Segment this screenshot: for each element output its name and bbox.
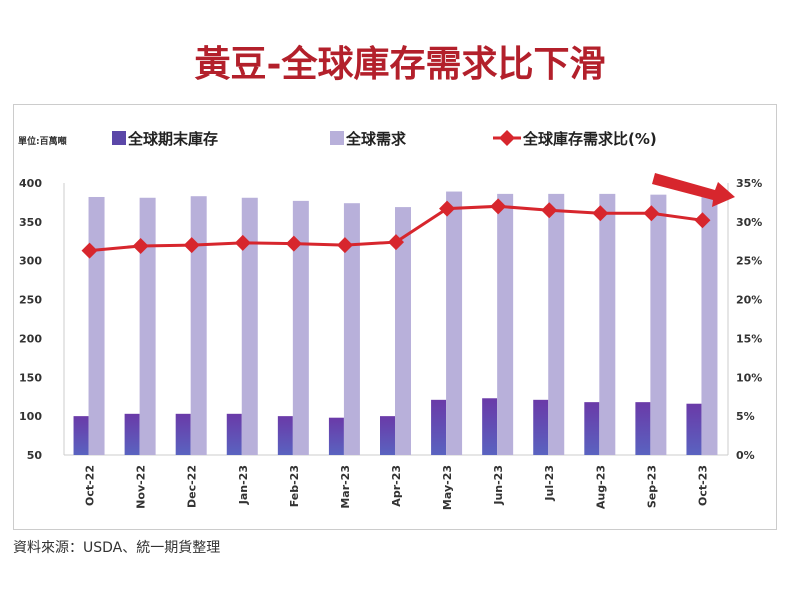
demand-bar xyxy=(701,196,718,455)
ratio-point xyxy=(234,234,251,251)
demand-bar xyxy=(343,203,360,455)
x-tick-label: Mar-23 xyxy=(339,465,352,509)
left-tick-label: 100 xyxy=(19,410,42,423)
x-tick-label: Apr-23 xyxy=(390,465,403,507)
x-tick-label: Jul-23 xyxy=(543,465,556,502)
stock-bar xyxy=(73,416,89,455)
demand-bar xyxy=(497,193,514,455)
chart-frame xyxy=(13,104,777,530)
source-note: 資料來源：USDA、統一期貨整理 xyxy=(13,540,221,556)
right-tick-label: 25% xyxy=(736,255,762,268)
right-tick-label: 35% xyxy=(736,177,762,190)
legend-swatch-demand xyxy=(330,131,344,145)
right-tick-label: 15% xyxy=(736,332,762,345)
demand-bar xyxy=(548,193,565,455)
right-tick-label: 20% xyxy=(736,294,762,307)
unit-label: 單位:百萬噸 xyxy=(18,135,67,147)
stock-bar xyxy=(431,399,447,455)
x-tick-label: Nov-22 xyxy=(135,465,148,509)
x-tick-label: Jun-23 xyxy=(492,465,505,506)
ratio-point xyxy=(183,237,200,254)
x-tick-label: Oct-22 xyxy=(84,465,97,506)
stock-bar xyxy=(175,413,191,455)
left-tick-label: 250 xyxy=(19,294,42,307)
stock-bar xyxy=(686,403,702,455)
left-tick-label: 150 xyxy=(19,371,42,384)
ratio-point xyxy=(694,212,711,229)
x-tick-label: Feb-23 xyxy=(288,465,301,507)
demand-bar xyxy=(292,200,309,455)
right-tick-label: 10% xyxy=(736,371,762,384)
legend-label: 全球庫存需求比(%) xyxy=(522,130,657,148)
stock-bar xyxy=(635,402,651,455)
legend-label: 全球需求 xyxy=(345,130,407,148)
ratio-point xyxy=(541,202,558,219)
ratio-point xyxy=(388,234,404,251)
demand-bar xyxy=(241,197,258,455)
demand-bar xyxy=(190,196,207,455)
ratio-point xyxy=(132,237,149,254)
ratio-point xyxy=(285,235,302,252)
stock-bar xyxy=(124,413,140,455)
x-tick-label: Dec-22 xyxy=(186,465,199,508)
legend-swatch-stock xyxy=(112,131,126,145)
ratio-point xyxy=(439,200,456,217)
left-tick-label: 300 xyxy=(19,255,42,268)
demand-bar xyxy=(446,191,463,455)
x-tick-label: May-23 xyxy=(441,465,454,510)
left-tick-label: 50 xyxy=(27,449,43,462)
stock-bar xyxy=(584,402,600,455)
demand-bar xyxy=(395,207,411,455)
stock-bar xyxy=(226,413,242,455)
demand-bar xyxy=(599,193,616,455)
x-tick-label: Oct-23 xyxy=(696,465,709,506)
demand-bar xyxy=(650,194,667,455)
stock-bar xyxy=(277,416,293,455)
demand-bar xyxy=(88,196,105,455)
stock-bar xyxy=(380,416,395,455)
ratio-point xyxy=(643,205,660,222)
ratio-point xyxy=(336,237,353,254)
stock-bar xyxy=(482,398,498,455)
right-tick-label: 5% xyxy=(736,410,755,423)
ratio-point xyxy=(592,205,609,222)
right-tick-label: 0% xyxy=(736,449,755,462)
left-tick-label: 200 xyxy=(19,332,42,345)
stock-bar xyxy=(533,399,549,455)
x-tick-label: Sep-23 xyxy=(645,465,658,508)
right-tick-label: 30% xyxy=(736,216,762,229)
legend-marker-ratio xyxy=(499,130,515,146)
stock-bar xyxy=(328,417,344,455)
trend-arrow-icon xyxy=(652,173,735,207)
legend-label: 全球期末庫存 xyxy=(127,130,218,148)
left-tick-label: 350 xyxy=(19,216,42,229)
ratio-point xyxy=(81,242,98,259)
x-tick-label: Jan-23 xyxy=(237,465,250,505)
x-tick-label: Aug-23 xyxy=(594,465,607,509)
demand-bar xyxy=(139,197,156,455)
ratio-point xyxy=(490,198,507,215)
chart-title: 黃豆-全球庫存需求比下滑 xyxy=(194,43,606,85)
left-tick-label: 400 xyxy=(19,177,42,190)
